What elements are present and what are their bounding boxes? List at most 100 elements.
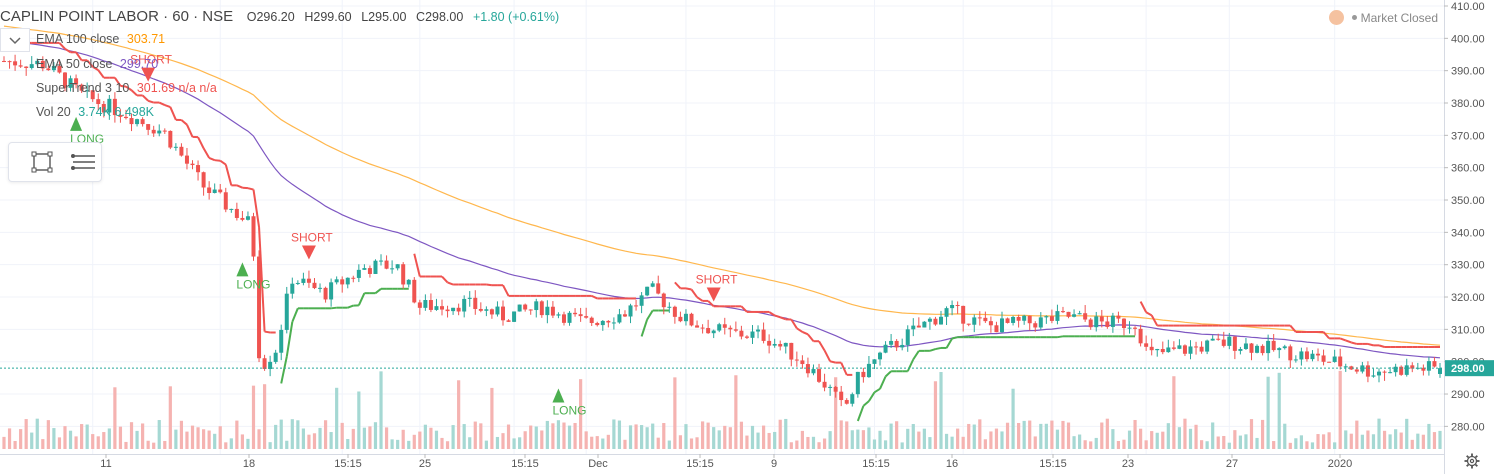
indicator-ema50[interactable]: EMA 50 close 299.70 [36,57,158,71]
candle-body [445,309,450,312]
time-tick-label: 15:15 [686,458,714,470]
candle-body [1205,340,1210,352]
supertrend-segment [208,156,216,162]
volume-bar [506,424,511,449]
candle-body [295,282,300,284]
indicator-ema100[interactable]: EMA 100 close 303.71 [36,32,165,46]
candle-body [756,329,761,332]
candle-body [1327,361,1332,363]
volume-bar [418,431,422,449]
volume-bar [900,442,904,449]
candle-body [35,60,40,65]
supertrend-segment [1378,344,1385,348]
indicator-volume[interactable]: Vol 20 3.74K 6.498K [36,105,154,119]
candle-body [567,312,572,323]
close-value: C298.00 [416,10,464,24]
candle-body [628,305,633,317]
candle-body [595,322,600,326]
volume-bar [1139,428,1143,449]
candle-body [401,264,406,285]
supertrend-segment [180,119,188,126]
candle-body [1127,327,1132,329]
volume-bar [434,430,439,449]
volume-bar [928,437,932,449]
candle-body [1121,318,1126,329]
candle-body [273,352,278,362]
candle-body [495,306,500,315]
volume-bar [201,429,206,449]
supertrend-segment [801,331,809,336]
candle-body [484,309,489,311]
volume-bar [911,424,915,449]
volume-bar [1161,431,1165,449]
candle-body [1110,315,1115,327]
candle-body [1288,346,1293,361]
volume-bar [412,434,416,449]
candle-body [706,327,711,334]
supertrend-segment [224,164,233,186]
supertrend-segment [247,187,254,191]
candle-body [539,301,544,316]
indicator-value: 299.70 [119,57,159,71]
lines-menu-button[interactable] [67,149,95,175]
candle-body [440,306,445,310]
candle-body [855,371,860,395]
volume-bar [556,420,561,449]
volume-bar [906,428,910,449]
ema100-path [3,25,1441,346]
candle-body [617,314,622,323]
price-axis[interactable]: 280.00290.00300.00310.00320.00330.00340.… [1444,0,1494,474]
candle-body [1044,316,1049,318]
candle-body [783,342,788,347]
candle-body [24,66,29,68]
candle-body [672,306,677,317]
candle-body [412,279,417,303]
long-signal-icon [236,262,249,277]
supertrend-segment [945,337,953,349]
supertrend-segment [868,391,876,402]
indicator-supertrend[interactable]: SuperTrend 3 10 301.69 n/a n/a [36,81,217,95]
volume-bar [251,385,256,449]
volume-bar [423,424,427,449]
candle-body [74,78,79,85]
volume-bar [956,428,960,449]
candle-body [1404,365,1409,375]
candle-body [961,305,966,324]
candle-body [1160,348,1165,353]
candle-body [395,264,400,269]
candle-body [866,363,871,378]
collapse-legend-button[interactable] [0,28,30,52]
price-tick-label: 340.00 [1451,227,1485,239]
rectangle-select-button[interactable] [29,149,55,175]
time-axis[interactable]: 11 18 15:15 25 15:15 Dec 15:15 9 15:15 16 15:15 23 2… [0,454,1444,474]
candle-body [1365,365,1370,377]
candle-body [1354,369,1359,372]
volume-bar [1316,434,1320,449]
candle-body [534,301,539,311]
candle-body [1243,343,1248,349]
ema50-line [3,38,1441,359]
volume-bar [1227,442,1231,449]
candle-body [634,305,639,307]
time-tick-label: 11 [100,458,111,470]
supertrend-segment [790,318,798,329]
candle-body [678,316,683,322]
settings-button[interactable] [1464,453,1480,469]
volume-bar [102,432,106,449]
candle-body [373,260,378,274]
candle-body [473,297,478,309]
candle-body [1011,316,1016,323]
symbol-title[interactable]: CAPLIN POINT LABOR · 60 · NSE [0,8,234,25]
candle-body [1271,340,1276,351]
status-dot [1351,15,1357,20]
volume-bar [1083,440,1087,449]
candle-body [811,369,816,374]
volume-bar [1360,434,1364,449]
supertrend-segment [331,306,337,310]
candle-body [872,359,877,364]
price-tick-label: 380.00 [1451,98,1485,110]
volume-bar [41,439,45,449]
volume-bar [706,422,710,449]
candle-body [146,124,151,130]
